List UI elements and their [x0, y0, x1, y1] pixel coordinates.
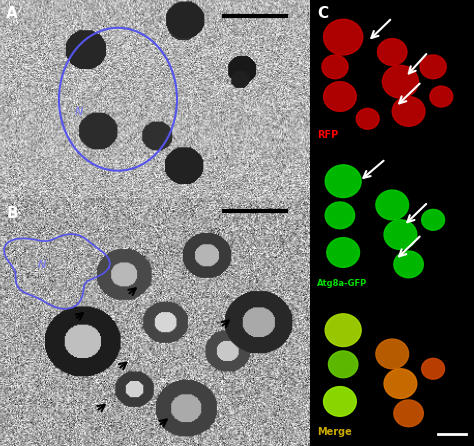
Circle shape: [325, 165, 361, 198]
Text: RFP: RFP: [317, 130, 338, 140]
Circle shape: [394, 251, 423, 278]
Circle shape: [328, 351, 358, 378]
Circle shape: [430, 86, 453, 107]
Circle shape: [384, 220, 417, 249]
Circle shape: [420, 55, 446, 78]
Circle shape: [377, 39, 407, 66]
Circle shape: [327, 238, 360, 267]
Text: B: B: [6, 206, 18, 221]
Circle shape: [384, 369, 417, 398]
Text: N: N: [74, 107, 83, 117]
Text: A: A: [6, 6, 18, 21]
Circle shape: [322, 55, 348, 78]
Text: C: C: [317, 6, 328, 21]
Circle shape: [376, 190, 409, 220]
Circle shape: [394, 400, 423, 427]
Text: Merge: Merge: [317, 427, 352, 437]
Circle shape: [356, 108, 379, 129]
Text: Atg8a-GFP: Atg8a-GFP: [317, 279, 367, 288]
Circle shape: [422, 359, 445, 379]
Circle shape: [324, 19, 363, 55]
Circle shape: [325, 314, 361, 347]
Circle shape: [376, 339, 409, 369]
Text: N: N: [37, 260, 46, 270]
Circle shape: [325, 202, 355, 229]
Circle shape: [392, 96, 425, 126]
Circle shape: [324, 82, 356, 112]
Circle shape: [383, 66, 419, 98]
Circle shape: [324, 387, 356, 416]
Circle shape: [422, 210, 445, 230]
